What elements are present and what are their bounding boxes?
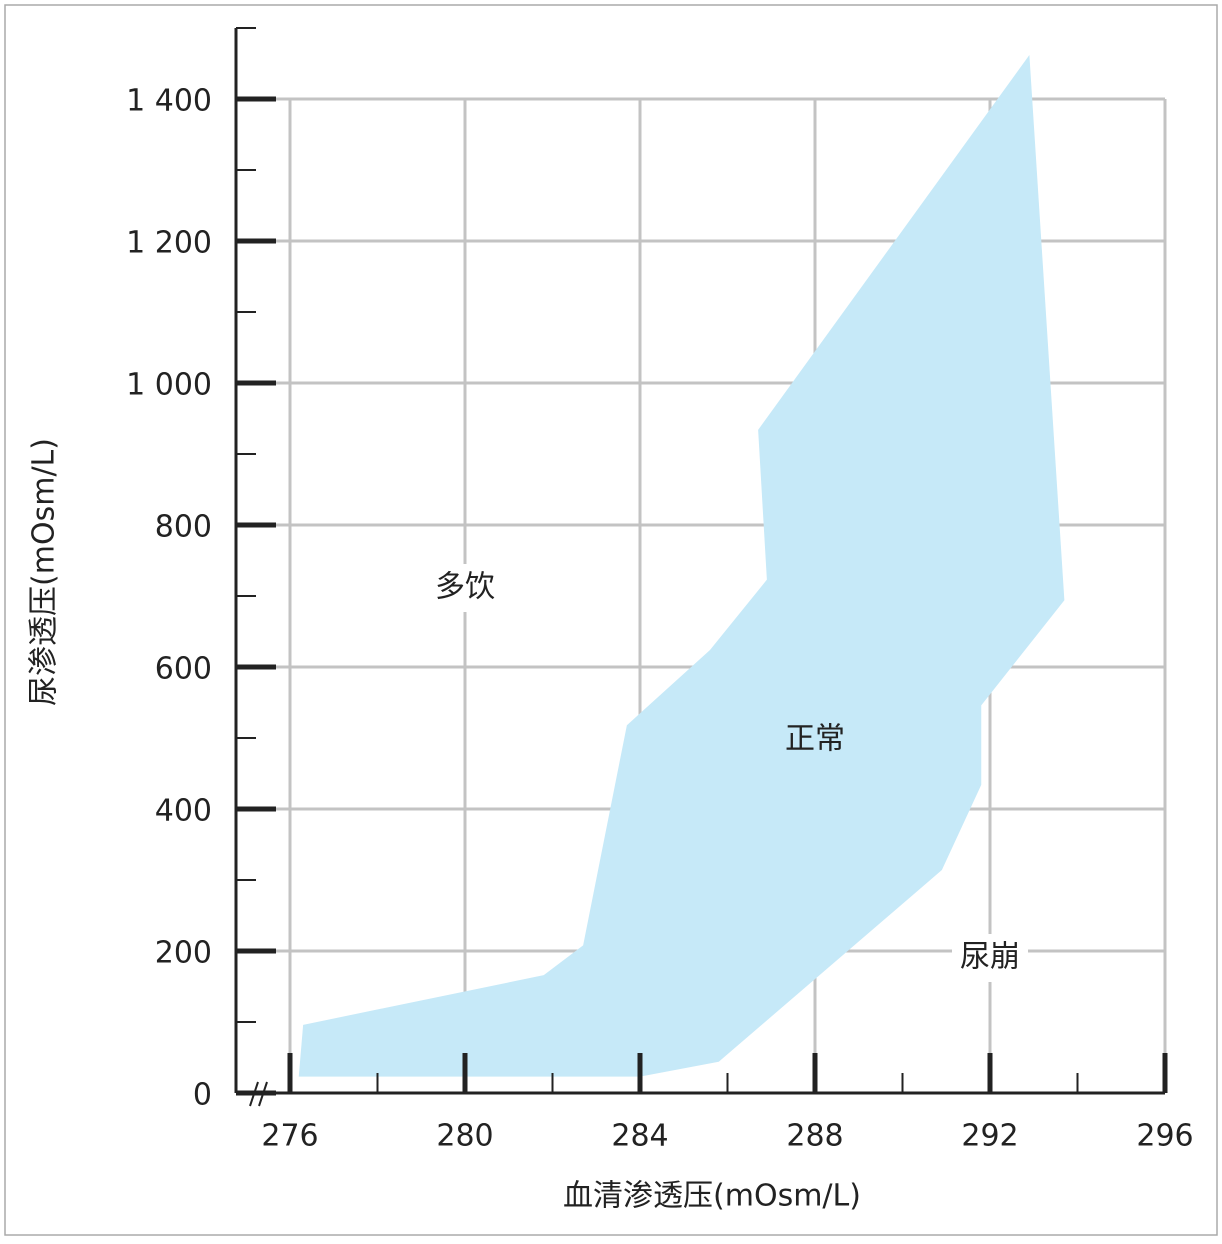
y-axis-label: 尿渗透压(mOsm/L) — [27, 438, 62, 706]
y-tick-label: 800 — [155, 510, 212, 545]
annotation: 正常 — [785, 722, 845, 757]
y-tick-label: 200 — [155, 936, 212, 971]
y-tick-label: 1 000 — [126, 368, 212, 403]
y-tick-label: 1 200 — [126, 226, 212, 261]
annotation: 多饮 — [435, 570, 495, 605]
annotation-background — [427, 564, 503, 612]
x-tick-label: 284 — [611, 1119, 668, 1154]
y-tick-label: 600 — [155, 652, 212, 687]
x-tick-label: 292 — [961, 1119, 1018, 1154]
normal-region — [298, 54, 1065, 1077]
y-tick-label: 0 — [193, 1078, 212, 1113]
x-tick-label: 276 — [261, 1119, 318, 1154]
annotation: 尿崩 — [960, 940, 1020, 975]
y-tick-label: 400 — [155, 794, 212, 829]
x-tick-label: 280 — [436, 1119, 493, 1154]
x-axis-label: 血清渗透压(mOsm/L) — [563, 1179, 861, 1214]
x-tick-label: 288 — [786, 1119, 843, 1154]
annotation-background — [952, 934, 1028, 982]
y-tick-label: 1 400 — [126, 84, 212, 119]
x-tick-label: 296 — [1136, 1119, 1193, 1154]
